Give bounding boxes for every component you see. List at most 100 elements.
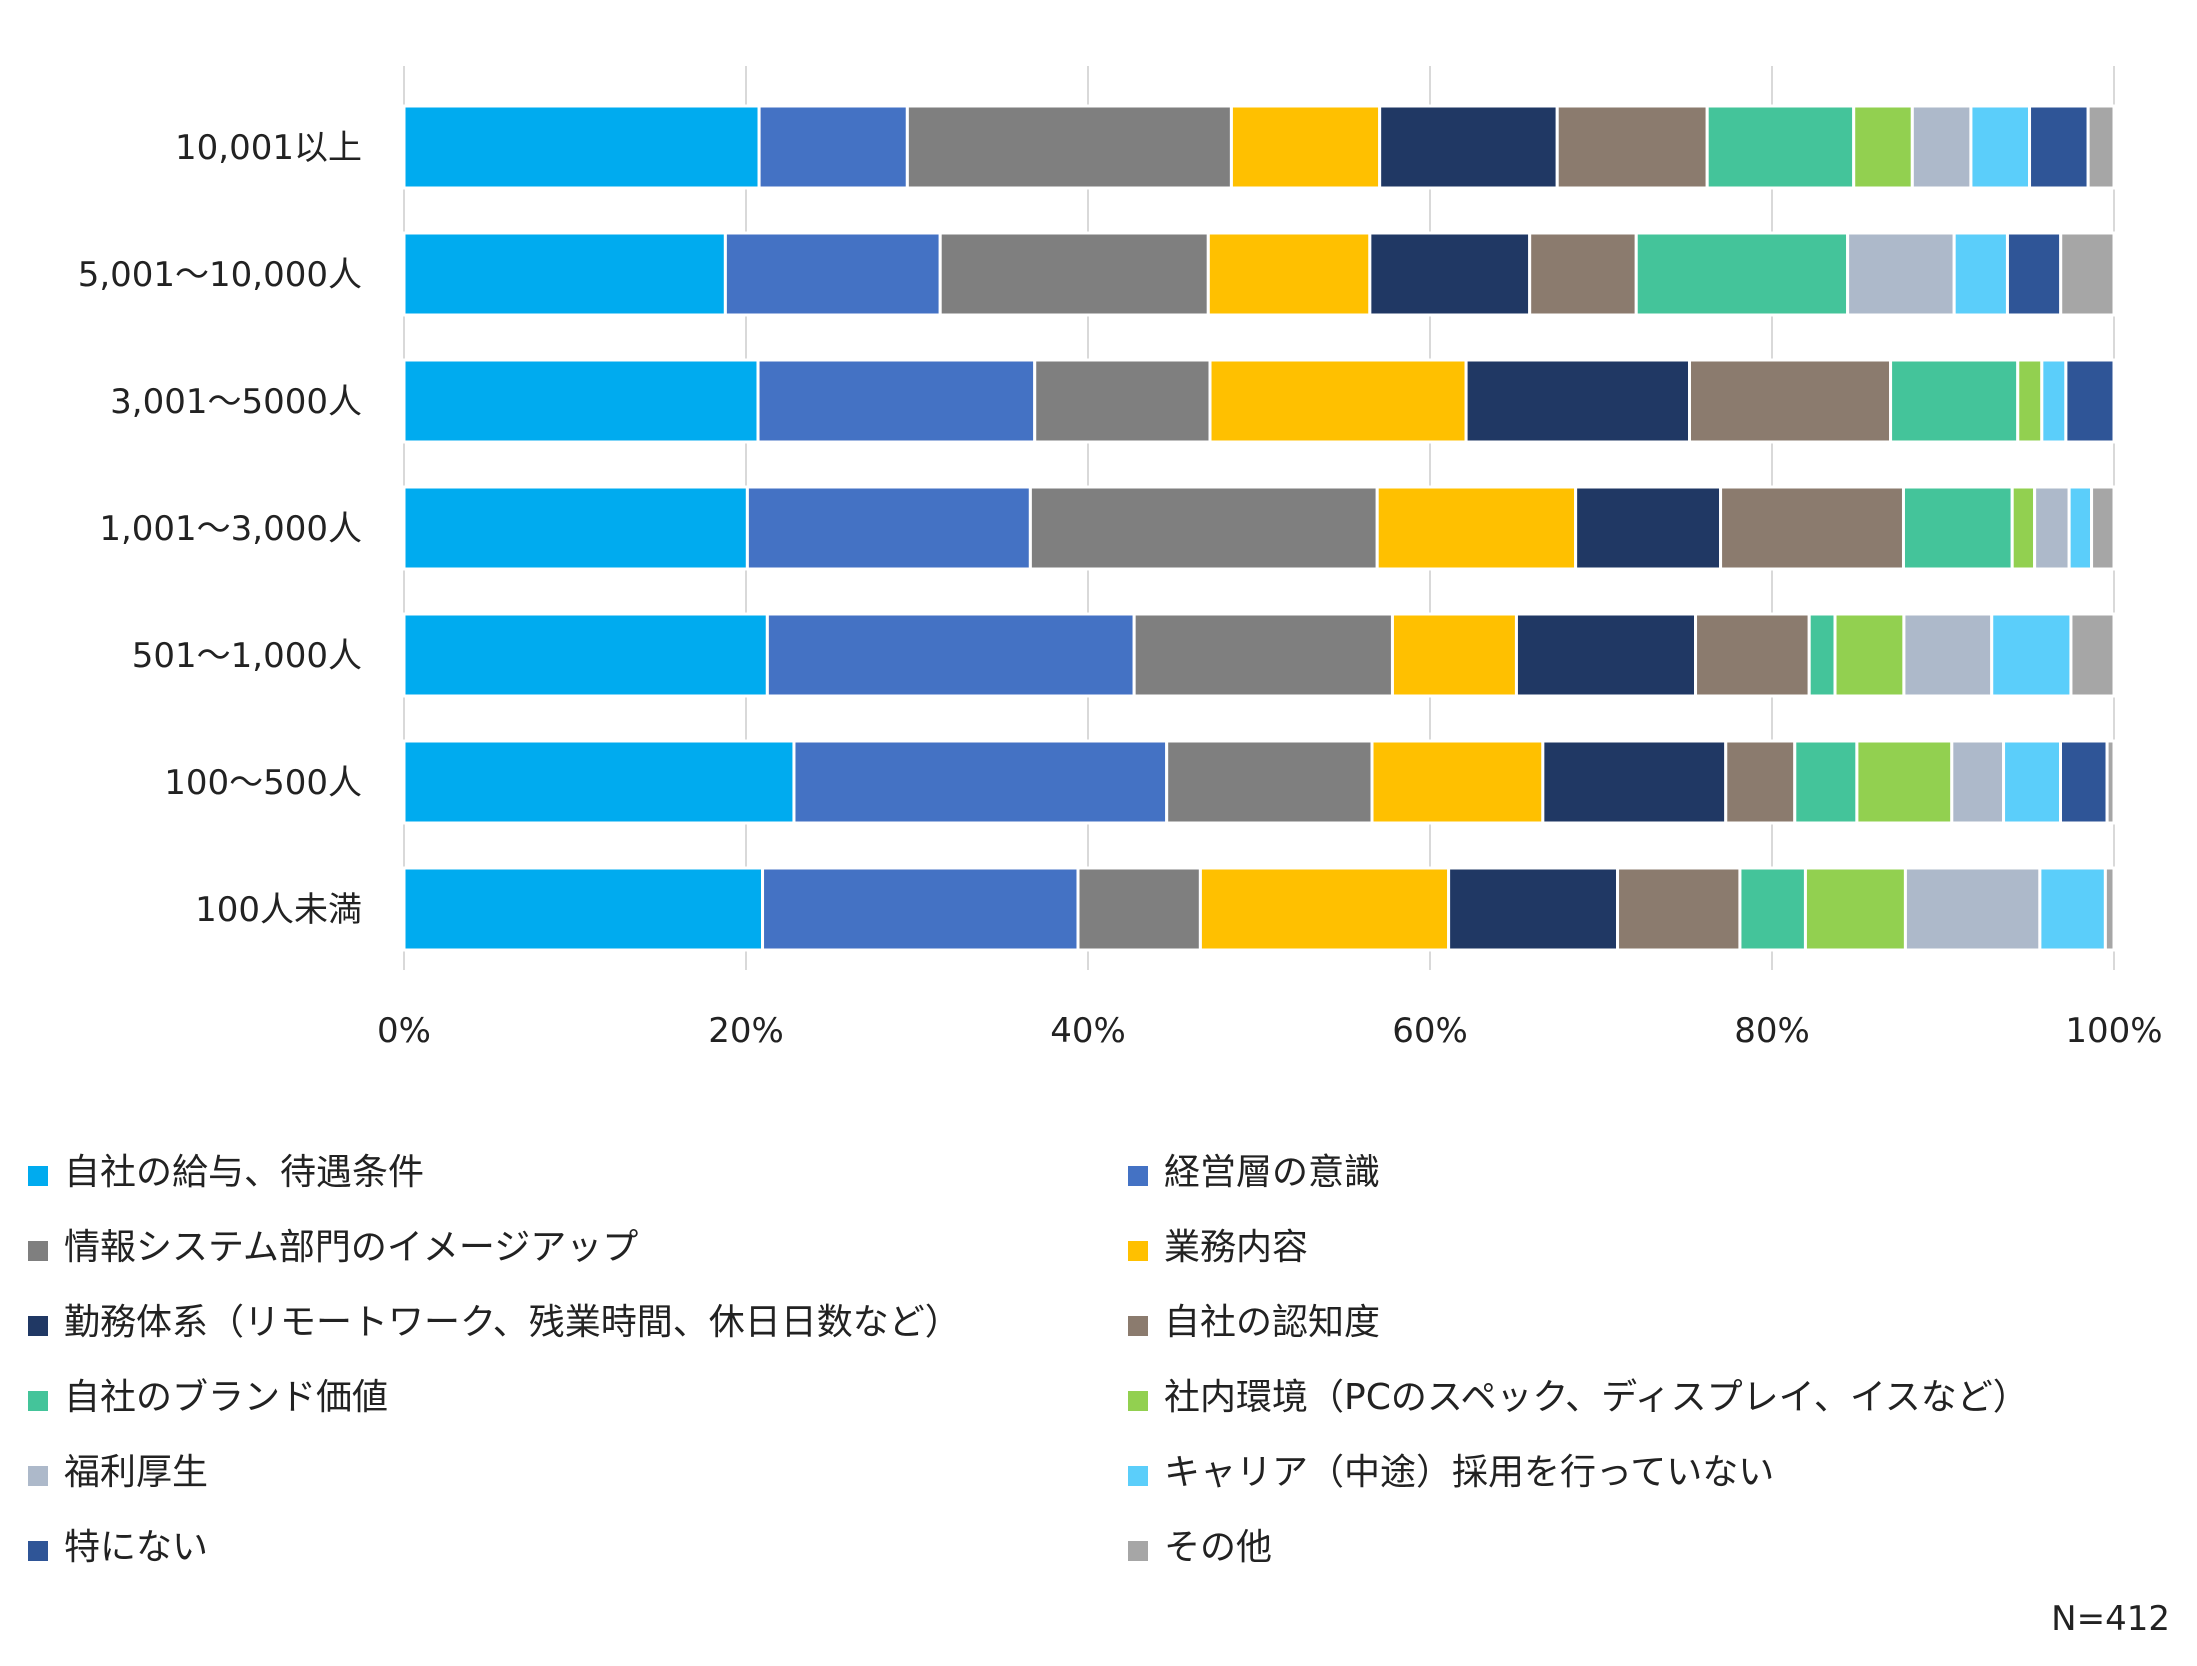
bar-segment xyxy=(2105,739,2116,825)
bar-segment xyxy=(761,866,1080,952)
bar-segment xyxy=(1447,866,1620,952)
bar-segment xyxy=(2059,739,2109,825)
bar-segment xyxy=(723,231,942,317)
category-label: 10,001以上 xyxy=(175,128,362,168)
legend-label: その他 xyxy=(1164,1527,1272,1568)
bar-segment xyxy=(745,485,1032,571)
legend-label: 自社のブランド価値 xyxy=(64,1377,388,1418)
legend-label: 自社の認知度 xyxy=(1164,1302,1380,1343)
legend-swatch xyxy=(28,1391,48,1411)
bar-segment xyxy=(1464,358,1692,444)
legend-label: 特にない xyxy=(64,1527,208,1568)
bar-segment xyxy=(2086,104,2116,190)
bar-segment xyxy=(402,231,727,317)
bar-segment xyxy=(756,358,1037,444)
bar-segment xyxy=(1555,104,1709,190)
bar-segment xyxy=(1833,612,1906,698)
bar-segment xyxy=(1902,612,1994,698)
bar-segment xyxy=(402,358,760,444)
legend-swatch xyxy=(1128,1316,1148,1336)
category-label: 3,001～5000人 xyxy=(110,382,362,422)
bar-segment xyxy=(2069,612,2116,698)
bar-segment xyxy=(792,739,1169,825)
bar-segment xyxy=(1969,104,2032,190)
bar-segment xyxy=(2040,358,2068,444)
bar-segment xyxy=(2010,485,2037,571)
bar-segment xyxy=(1229,104,1382,190)
legend-swatch xyxy=(1128,1241,1148,1261)
legend-swatch xyxy=(28,1466,48,1486)
bar-segment xyxy=(1028,485,1379,571)
bar-segment xyxy=(2005,231,2063,317)
bar-segment xyxy=(2064,358,2116,444)
bar-segment xyxy=(1208,358,1468,444)
legend-label: 自社の給与、待遇条件 xyxy=(64,1152,424,1193)
legend-swatch xyxy=(1128,1166,1148,1186)
bar-segment xyxy=(1634,231,1850,317)
bar-segment xyxy=(1950,739,2006,825)
bar-segment xyxy=(1903,866,2042,952)
bar-segment xyxy=(1910,104,1973,190)
bar-segment xyxy=(1738,866,1807,952)
bar-segment xyxy=(402,739,796,825)
bar-segment xyxy=(2059,231,2116,317)
bar-segment xyxy=(1719,485,1905,571)
x-tick-label: 100% xyxy=(2065,1011,2162,1051)
legend-swatch xyxy=(1128,1391,1148,1411)
bar-segment xyxy=(1846,231,1956,317)
bar-segment xyxy=(1855,739,1954,825)
legend-label: 情報システム部門のイメージアップ xyxy=(64,1227,638,1268)
bar-segment xyxy=(2016,358,2044,444)
bar-segment xyxy=(2038,866,2107,952)
bar-segment xyxy=(1616,866,1742,952)
sample-size-note: N=412 xyxy=(2051,1599,2170,1639)
bar-segment xyxy=(402,104,761,190)
bar-segment xyxy=(1694,612,1811,698)
bar-segment xyxy=(757,104,909,190)
bar-segment xyxy=(1793,739,1859,825)
legend-label: 福利厚生 xyxy=(64,1452,208,1493)
legend-swatch xyxy=(28,1166,48,1186)
category-label: 1,001～3,000人 xyxy=(99,509,362,549)
bar-segment xyxy=(2028,104,2090,190)
legend-label: 経営層の意識 xyxy=(1164,1152,1380,1193)
legend-swatch xyxy=(28,1541,48,1561)
bar-segment xyxy=(1952,231,2009,317)
bar-segment xyxy=(938,231,1210,317)
bar-segment xyxy=(402,612,769,698)
category-label: 501～1,000人 xyxy=(132,636,362,676)
bar-segment xyxy=(1033,358,1212,444)
bar-segment xyxy=(1132,612,1394,698)
x-tick-label: 0% xyxy=(377,1011,431,1051)
legend-swatch xyxy=(1128,1541,1148,1561)
bar-segment xyxy=(1807,612,1837,698)
category-label: 5,001～10,000人 xyxy=(78,255,362,295)
bar-segment xyxy=(2002,739,2063,825)
bars xyxy=(402,104,2116,952)
bar-segment xyxy=(1390,612,1518,698)
bar-segment xyxy=(1574,485,1723,571)
x-tick-label: 40% xyxy=(1050,1011,1126,1051)
bar-segment xyxy=(1724,739,1797,825)
category-label: 100～500人 xyxy=(164,763,362,803)
bar-segment xyxy=(1368,231,1532,317)
bar-segment xyxy=(1076,866,1202,952)
bar-segment xyxy=(1541,739,1728,825)
bar-segment xyxy=(402,485,749,571)
bar-segment xyxy=(1990,612,2073,698)
bar-segment xyxy=(402,866,765,952)
bar-segment xyxy=(1206,231,1372,317)
bar-segment xyxy=(1852,104,1914,190)
bar-segment xyxy=(1803,866,1907,952)
bar-segment xyxy=(2103,866,2116,952)
legend-label: 社内環境（PCのスペック、ディスプレイ、イスなど） xyxy=(1164,1377,2029,1418)
category-label: 100人未満 xyxy=(195,890,362,930)
legend-swatch xyxy=(28,1316,48,1336)
x-tick-label: 80% xyxy=(1734,1011,1810,1051)
bar-segment xyxy=(1901,485,2014,571)
legend-label: 業務内容 xyxy=(1164,1227,1308,1268)
bar-segment xyxy=(2067,485,2094,571)
bar-segment xyxy=(1889,358,2020,444)
